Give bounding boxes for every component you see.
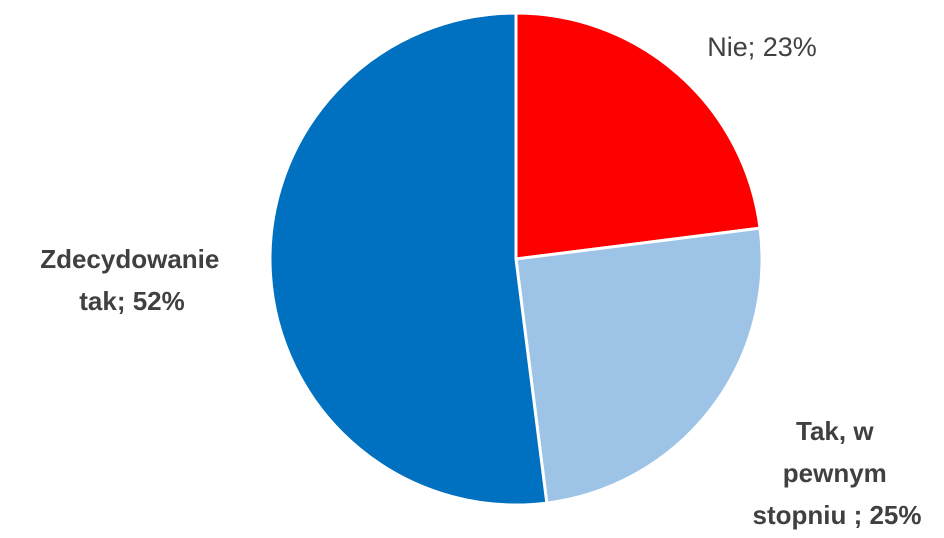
label-nie-line-1: Nie; 23% bbox=[707, 32, 817, 62]
pie-labels: Nie; 23% Tak, w pewnym stopniu ; 25% Zde… bbox=[40, 32, 921, 530]
label-zdecydowanie-tak: Zdecydowanie tak; 52% bbox=[40, 244, 224, 316]
label-tak-line-2: pewnym bbox=[783, 458, 887, 488]
label-zdec-line-2: tak; 52% bbox=[79, 286, 185, 316]
label-zdec-line-1: Zdecydowanie bbox=[40, 244, 219, 274]
label-nie: Nie; 23% bbox=[707, 32, 817, 62]
pie-slice-zdecydowanie-tak bbox=[268, 11, 549, 507]
label-tak-w-pewnym-stopniu: Tak, w pewnym stopniu ; 25% bbox=[752, 416, 921, 530]
pie-slice-tak-w-pewnym-stopniu bbox=[514, 226, 764, 505]
label-tak-line-3: stopniu ; 25% bbox=[752, 500, 921, 530]
pie-slice-nie bbox=[514, 11, 762, 261]
pie-slices bbox=[268, 11, 764, 507]
label-tak-line-1: Tak, w bbox=[796, 416, 874, 446]
